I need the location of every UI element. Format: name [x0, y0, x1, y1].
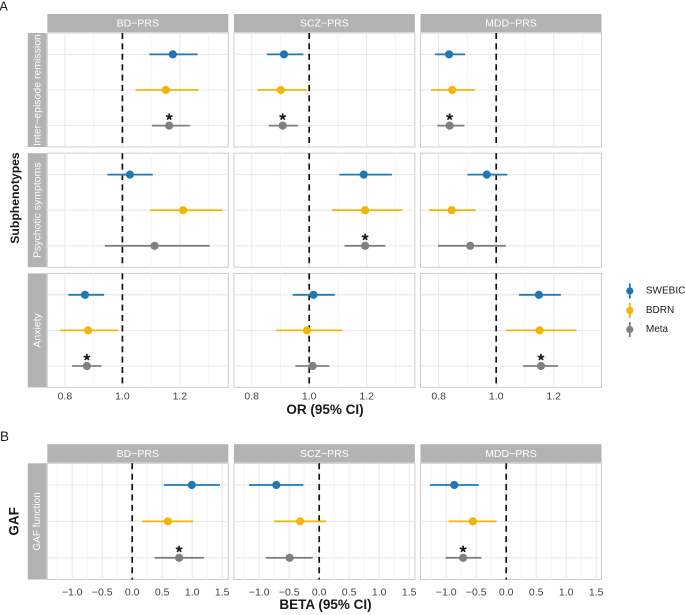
svg-text:1.5: 1.5 [589, 586, 604, 598]
svg-text:BD−PRS: BD−PRS [117, 18, 159, 30]
svg-text:−1.0: −1.0 [62, 586, 83, 598]
svg-text:1.2: 1.2 [359, 391, 374, 403]
svg-text:Meta: Meta [646, 324, 669, 335]
svg-text:Anxiety: Anxiety [32, 312, 44, 347]
svg-text:1.2: 1.2 [546, 391, 561, 403]
svg-text:1.0: 1.0 [185, 586, 200, 598]
svg-text:1.0: 1.0 [115, 391, 130, 403]
svg-text:BETA (95% CI): BETA (95% CI) [279, 597, 371, 612]
svg-text:−0.5: −0.5 [466, 586, 487, 598]
svg-text:1.0: 1.0 [302, 391, 317, 403]
svg-text:0.8: 0.8 [431, 391, 446, 403]
svg-text:0.8: 0.8 [244, 391, 259, 403]
svg-text:1.0: 1.0 [489, 391, 504, 403]
svg-text:GAF: GAF [6, 507, 21, 536]
svg-text:0.5: 0.5 [529, 586, 544, 598]
svg-text:SCZ−PRS: SCZ−PRS [300, 18, 349, 30]
svg-text:A: A [0, 0, 8, 14]
svg-text:OR (95% CI): OR (95% CI) [286, 402, 363, 417]
svg-text:0.5: 0.5 [342, 586, 357, 598]
svg-text:SCZ−PRS: SCZ−PRS [300, 448, 349, 460]
svg-text:Inter−episode remission: Inter−episode remission [32, 34, 44, 146]
svg-text:1.5: 1.5 [402, 586, 417, 598]
svg-text:BD−PRS: BD−PRS [117, 448, 159, 460]
svg-text:0.8: 0.8 [58, 391, 73, 403]
svg-text:1.5: 1.5 [215, 586, 230, 598]
svg-text:−1.0: −1.0 [436, 586, 457, 598]
svg-text:0.0: 0.0 [312, 586, 327, 598]
svg-text:0.0: 0.0 [499, 586, 514, 598]
svg-text:−0.5: −0.5 [92, 586, 113, 598]
svg-text:Subphenotypes: Subphenotypes [8, 152, 22, 244]
svg-text:1.2: 1.2 [173, 391, 188, 403]
svg-text:SWEBIC: SWEBIC [646, 286, 685, 297]
svg-text:1.0: 1.0 [559, 586, 574, 598]
svg-text:MDD−PRS: MDD−PRS [485, 18, 537, 30]
svg-text:BDRN: BDRN [646, 305, 674, 316]
svg-text:Psychotic symptoms: Psychotic symptoms [32, 162, 44, 258]
svg-text:−1.0: −1.0 [249, 586, 270, 598]
svg-text:−0.5: −0.5 [279, 586, 300, 598]
svg-text:GAF function: GAF function [32, 492, 43, 550]
svg-text:0.0: 0.0 [125, 586, 140, 598]
svg-text:1.0: 1.0 [372, 586, 387, 598]
svg-text:B: B [0, 429, 9, 444]
svg-text:0.5: 0.5 [155, 586, 170, 598]
svg-text:MDD−PRS: MDD−PRS [485, 448, 537, 460]
